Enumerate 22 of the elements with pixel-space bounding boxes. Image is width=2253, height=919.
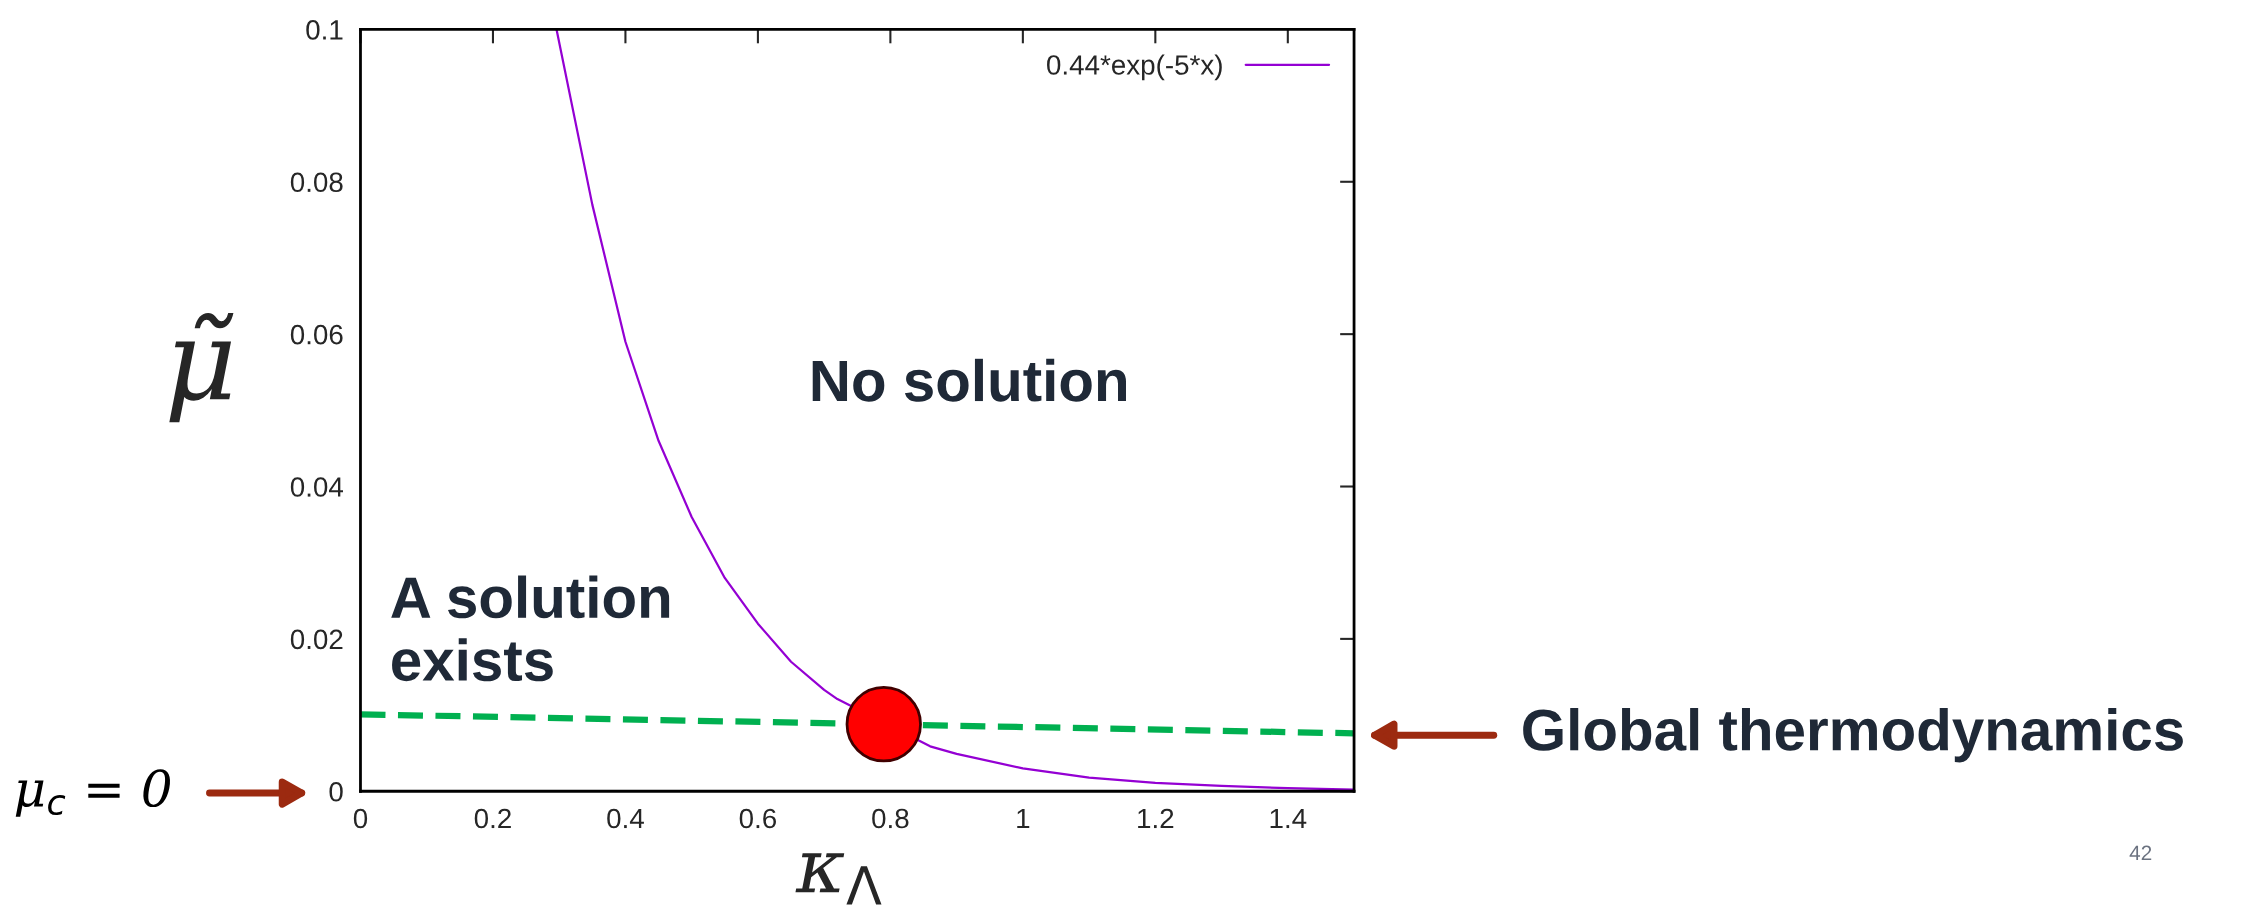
x-tick-label: 0.8 [872,808,909,829]
y-tick-label: 0.1 [306,20,343,40]
x-tick-label: 0.2 [474,808,511,829]
annotation: No solution [812,358,1126,402]
x-axis-title: κ$_{Λ}$ [795,853,882,905]
annotation: A solution exists [391,575,670,682]
x-tick-label: 1.2 [1138,808,1174,829]
text: Global thermodynamics [1523,708,2183,763]
y-tick-label: 0 [329,781,343,802]
x-tick-label: 0 [353,808,368,829]
y-tick-label: 0.08 [290,172,343,193]
x-tick-label: 0.4 [607,808,644,829]
y-tick-label: 0.02 [290,629,343,650]
x-tick-label: 1 [1017,808,1030,829]
x-tick-label: 0.6 [739,808,776,829]
y-tick-label: 0.04 [290,477,344,497]
x-tick-label: 1.4 [1270,808,1307,829]
text: 42 [2129,845,2152,861]
text: μ$_{c}$ = 0 [15,769,171,817]
legend-label: 0.44*exp(-5*x) [1047,54,1222,81]
y-tick-label: 0.06 [290,324,343,345]
y-axis-title: μ̃ [169,312,234,423]
